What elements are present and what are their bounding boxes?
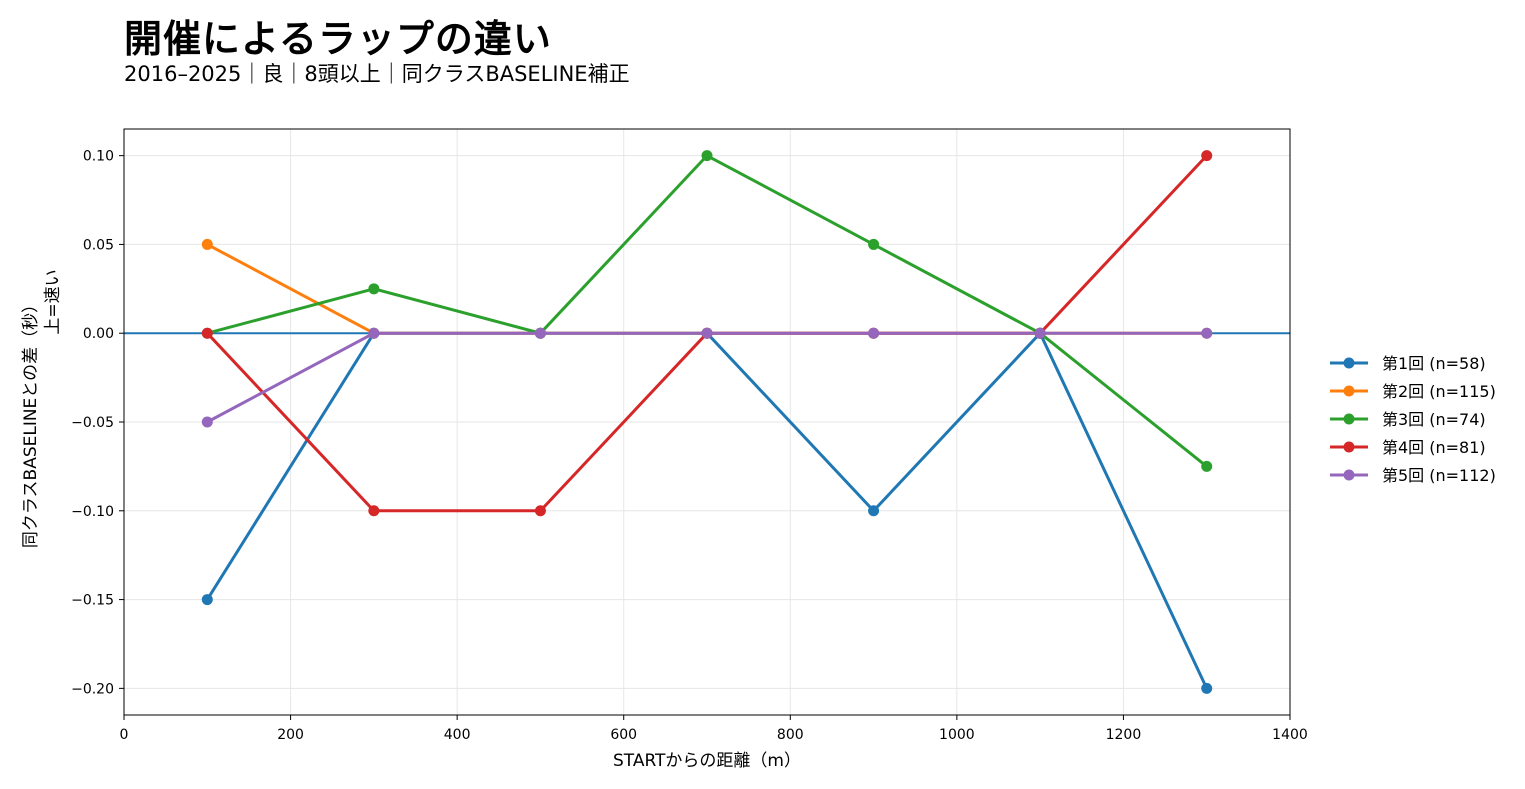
legend-item: 第4回 (n=81) bbox=[1330, 438, 1486, 457]
y-axis-label-main: 同クラスBASELINEとの差（秒） bbox=[21, 296, 41, 548]
legend-item: 第3回 (n=74) bbox=[1330, 410, 1486, 429]
legend-item: 第1回 (n=58) bbox=[1330, 354, 1486, 373]
series-1-point bbox=[868, 505, 880, 517]
x-tick-label: 1000 bbox=[939, 727, 975, 743]
legend-swatch-marker bbox=[1343, 469, 1355, 481]
series-2 bbox=[201, 238, 1213, 339]
series-5-point bbox=[1034, 327, 1046, 339]
x-tick-label: 800 bbox=[777, 727, 804, 743]
series-3-point bbox=[1201, 460, 1213, 472]
legend-label: 第3回 (n=74) bbox=[1382, 410, 1486, 429]
y-tick-label: −0.20 bbox=[71, 681, 114, 697]
x-axis-label: STARTからの距離（m） bbox=[613, 751, 801, 771]
legend-label: 第4回 (n=81) bbox=[1382, 438, 1486, 457]
y-tick-label: −0.05 bbox=[71, 415, 114, 431]
legend-swatch-marker bbox=[1343, 413, 1355, 425]
series-2-line bbox=[206, 243, 1207, 335]
series-3-point bbox=[701, 150, 713, 162]
legend-item: 第2回 (n=115) bbox=[1330, 382, 1496, 401]
series-5 bbox=[201, 327, 1213, 428]
tick-layer: 0 200 400 600 800 1000 1200 1400 0.10 0.05 0.00 −0.… bbox=[71, 149, 1308, 743]
series-layer bbox=[201, 150, 1213, 694]
series-5-point bbox=[701, 327, 713, 339]
legend-item: 第5回 (n=112) bbox=[1330, 466, 1496, 485]
series-4-point bbox=[1201, 150, 1213, 162]
series-5-point bbox=[868, 327, 880, 339]
y-tick-label: 0.00 bbox=[83, 326, 114, 342]
chart-subtitle: 2016–2025｜良｜8頭以上｜同クラスBASELINE補正 bbox=[124, 62, 630, 86]
y-axis-label-sub: 上=速い bbox=[43, 269, 63, 334]
y-tick-label: −0.10 bbox=[71, 504, 114, 520]
series-3-point bbox=[868, 238, 880, 250]
y-tick-label: −0.15 bbox=[71, 593, 114, 609]
series-5-point bbox=[368, 327, 380, 339]
series-5-point bbox=[534, 327, 546, 339]
series-1-point bbox=[1201, 682, 1213, 694]
y-axis-label: 同クラスBASELINEとの差（秒） 上=速い bbox=[21, 269, 63, 548]
chart-title: 開催によるラップの違い bbox=[124, 17, 552, 61]
x-tick-label: 400 bbox=[444, 727, 471, 743]
y-tick-label: 0.05 bbox=[83, 237, 114, 253]
legend-swatch-marker bbox=[1343, 385, 1355, 397]
legend-label: 第1回 (n=58) bbox=[1382, 354, 1486, 373]
series-3-point bbox=[368, 283, 380, 295]
legend-label: 第5回 (n=112) bbox=[1382, 466, 1496, 485]
legend-label: 第2回 (n=115) bbox=[1382, 382, 1496, 401]
legend-swatch-marker bbox=[1343, 441, 1355, 453]
x-tick-label: 0 bbox=[120, 727, 129, 743]
x-tick-label: 1400 bbox=[1272, 727, 1308, 743]
series-5-point bbox=[1201, 327, 1213, 339]
series-4-point bbox=[368, 505, 380, 517]
series-1-point bbox=[201, 594, 213, 606]
legend-swatch-marker bbox=[1343, 357, 1355, 369]
series-4-point bbox=[201, 327, 213, 339]
x-tick-label: 200 bbox=[277, 727, 304, 743]
series-3-line bbox=[206, 154, 1208, 468]
series-5-point bbox=[201, 416, 213, 428]
series-4-point bbox=[534, 505, 546, 517]
x-tick-label: 1200 bbox=[1106, 727, 1142, 743]
y-tick-label: 0.10 bbox=[83, 149, 114, 165]
x-tick-label: 600 bbox=[610, 727, 637, 743]
series-2-point bbox=[201, 238, 213, 250]
grid bbox=[123, 129, 1291, 715]
legend: 第1回 (n=58) 第2回 (n=115) 第3回 (n=74) 第4回 (n=81… bbox=[1330, 354, 1496, 485]
